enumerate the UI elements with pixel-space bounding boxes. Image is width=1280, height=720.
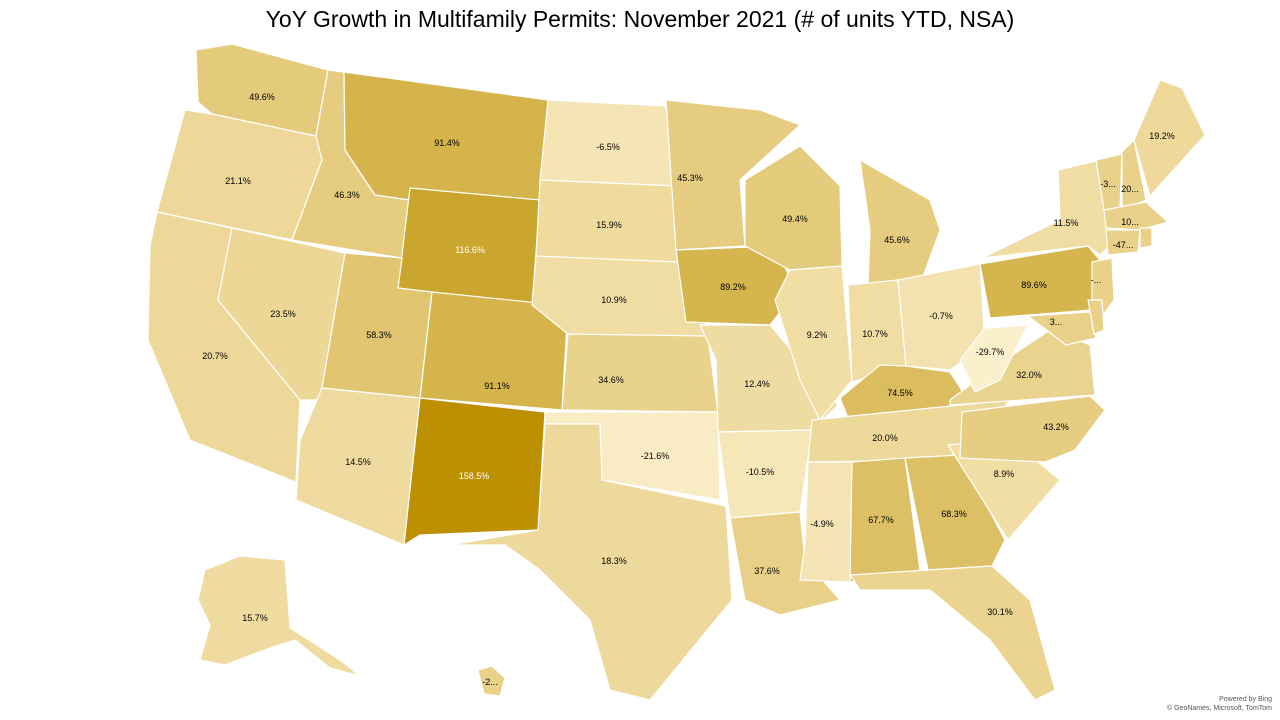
state-label-NH: 20... (1121, 184, 1139, 194)
state-NC[interactable] (959, 395, 1106, 463)
state-label-AL: 67.7% (868, 515, 894, 525)
state-ME[interactable] (1133, 79, 1206, 197)
state-label-NJ: -... (1091, 275, 1102, 285)
map-attribution: Powered by Bing © GeoNames, Microsoft, T… (1167, 695, 1272, 713)
state-label-NV: 23.5% (270, 309, 296, 319)
state-label-LA: 37.6% (754, 566, 780, 576)
state-DE[interactable] (1087, 299, 1105, 335)
state-label-SD: 15.9% (596, 220, 622, 230)
state-label-WA: 49.6% (249, 92, 275, 102)
state-NV[interactable] (217, 227, 346, 401)
state-labels: 49.6% 21.1% 20.7% 46.3% 23.5% 91.4% 116.6% 58.3… (202, 92, 1175, 687)
state-label-KS: 34.6% (598, 375, 624, 385)
state-GA[interactable] (904, 454, 1006, 571)
state-NM[interactable] (403, 397, 546, 546)
state-label-ND: -6.5% (596, 142, 620, 152)
state-LA[interactable] (729, 511, 841, 616)
state-CT[interactable] (1105, 229, 1141, 256)
state-RI[interactable] (1139, 227, 1153, 249)
state-label-SC: 8.9% (994, 469, 1015, 479)
state-TX[interactable] (449, 423, 733, 701)
state-MT[interactable] (343, 71, 549, 201)
state-label-HI: -2... (482, 677, 498, 687)
state-label-WV: -29.7% (976, 347, 1005, 357)
state-shapes (147, 43, 1206, 701)
state-label-WY: 116.6% (455, 245, 485, 255)
state-label-KY: 74.5% (887, 388, 913, 398)
state-label-CT: -47... (1113, 240, 1134, 250)
state-MD[interactable] (1027, 311, 1097, 346)
state-label-OK: -21.6% (641, 451, 670, 461)
state-label-UT: 58.3% (366, 330, 392, 340)
state-HI[interactable] (477, 665, 506, 697)
state-label-TN: 20.0% (872, 433, 898, 443)
state-label-IL: 9.2% (807, 330, 828, 340)
state-MI[interactable] (859, 159, 941, 286)
state-KS[interactable] (561, 333, 719, 413)
state-label-OH: -0.7% (929, 311, 953, 321)
state-label-NC: 43.2% (1043, 422, 1069, 432)
map-title: YoY Growth in Multifamily Permits: Novem… (265, 6, 1015, 32)
state-label-IN: 10.7% (862, 329, 888, 339)
state-MA[interactable] (1103, 201, 1169, 231)
state-label-FL: 30.1% (987, 607, 1013, 617)
state-label-AR: -10.5% (746, 467, 775, 477)
state-label-MO: 12.4% (744, 379, 770, 389)
state-label-MD: 3... (1050, 317, 1063, 327)
state-label-MS: -4.9% (810, 519, 834, 529)
state-MS[interactable] (799, 461, 853, 583)
state-label-IA: 89.2% (720, 282, 746, 292)
state-label-OR: 21.1% (225, 176, 251, 186)
state-label-TX: 18.3% (601, 556, 627, 566)
state-NH[interactable] (1121, 139, 1147, 211)
state-label-MN: 45.3% (677, 173, 703, 183)
state-label-ME: 19.2% (1149, 131, 1175, 141)
state-label-VA: 32.0% (1016, 370, 1042, 380)
state-FL[interactable] (849, 565, 1056, 701)
state-label-CO: 91.1% (484, 381, 510, 391)
state-label-PA: 89.6% (1021, 280, 1047, 290)
state-label-ID: 46.3% (334, 190, 360, 200)
state-label-GA: 68.3% (941, 509, 967, 519)
state-label-VT: -3... (1100, 179, 1116, 189)
state-label-NM: 158.5% (459, 471, 490, 481)
state-label-WI: 49.4% (782, 214, 808, 224)
state-label-MT: 91.4% (434, 138, 460, 148)
state-label-CA: 20.7% (202, 351, 228, 361)
state-label-AZ: 14.5% (345, 457, 371, 467)
state-AZ[interactable] (295, 387, 421, 546)
state-NY[interactable] (981, 159, 1117, 259)
state-label-AK: 15.7% (242, 613, 268, 623)
state-label-MI: 45.6% (884, 235, 910, 245)
attribution-line-2: © GeoNames, Microsoft, TomTom (1167, 705, 1272, 712)
state-WI[interactable] (744, 145, 843, 271)
state-label-MA: 10... (1121, 217, 1139, 227)
state-WV[interactable] (959, 324, 1029, 393)
state-AK[interactable] (197, 555, 361, 677)
state-label-NE: 10.9% (601, 295, 627, 305)
attribution-line-1: Powered by Bing (1219, 696, 1272, 703)
state-label-NY: 11.5% (1054, 218, 1079, 228)
